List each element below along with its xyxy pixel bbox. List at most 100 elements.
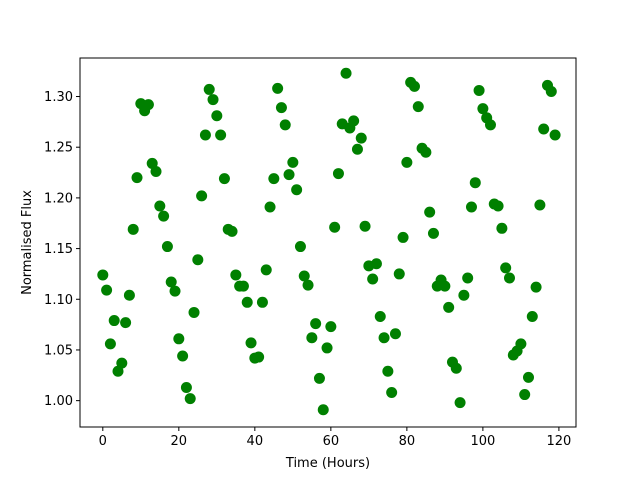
point xyxy=(169,285,181,297)
point xyxy=(374,311,386,323)
point xyxy=(503,272,515,284)
point xyxy=(196,190,208,202)
point xyxy=(477,103,489,115)
plot-frame xyxy=(79,57,577,428)
point xyxy=(260,264,272,276)
point xyxy=(127,223,139,235)
point xyxy=(203,83,215,95)
point xyxy=(515,338,527,350)
y-tick-label: 1.15 xyxy=(44,242,73,257)
point xyxy=(526,311,538,323)
x-tick-label: 40 xyxy=(247,434,264,449)
point xyxy=(397,231,409,243)
y-tick-label: 1.05 xyxy=(44,343,73,358)
point xyxy=(496,222,508,234)
point xyxy=(264,201,276,213)
point xyxy=(101,284,113,296)
point xyxy=(469,177,481,189)
point xyxy=(131,172,143,184)
point xyxy=(500,262,512,274)
point xyxy=(439,280,451,292)
point xyxy=(241,296,253,308)
point xyxy=(458,289,470,301)
x-tick-label: 100 xyxy=(470,434,495,449)
x-tick-label: 20 xyxy=(171,434,188,449)
point xyxy=(211,110,223,122)
point xyxy=(340,67,352,79)
point xyxy=(268,173,280,185)
point xyxy=(226,225,238,237)
point xyxy=(325,321,337,333)
point xyxy=(275,102,287,114)
point xyxy=(237,280,249,292)
point xyxy=(230,269,242,281)
point xyxy=(161,241,173,253)
point xyxy=(298,270,310,282)
point xyxy=(492,200,504,212)
point xyxy=(108,315,120,327)
point xyxy=(218,173,230,185)
point xyxy=(313,372,325,384)
point xyxy=(549,129,561,141)
point xyxy=(545,85,557,97)
point xyxy=(450,362,462,374)
x-tick-label: 80 xyxy=(399,434,416,449)
point xyxy=(332,168,344,180)
point xyxy=(184,393,196,405)
point xyxy=(401,156,413,168)
point xyxy=(310,318,322,330)
point xyxy=(294,241,306,253)
y-tick-label: 1.00 xyxy=(44,394,73,409)
point xyxy=(142,99,154,111)
point xyxy=(199,129,211,141)
point xyxy=(443,301,455,313)
point xyxy=(165,276,177,288)
point xyxy=(321,342,333,354)
point xyxy=(279,119,291,131)
point xyxy=(104,338,116,350)
point xyxy=(484,119,496,131)
point xyxy=(291,184,303,196)
point xyxy=(253,351,265,363)
point xyxy=(317,404,329,416)
point xyxy=(215,129,227,141)
point xyxy=(154,200,166,212)
point xyxy=(420,146,432,158)
point xyxy=(97,269,109,281)
point xyxy=(272,82,284,94)
x-axis-label: Time (Hours) xyxy=(285,456,370,471)
y-tick-label: 1.25 xyxy=(44,141,73,156)
point xyxy=(412,101,424,113)
y-tick-label: 1.30 xyxy=(44,90,73,105)
point xyxy=(306,332,318,344)
x-tick-label: 60 xyxy=(323,434,340,449)
point xyxy=(355,132,367,144)
x-tick-label: 120 xyxy=(546,434,571,449)
y-tick-label: 1.20 xyxy=(44,191,73,206)
point xyxy=(173,333,185,345)
point xyxy=(462,272,474,284)
x-tick-label: 0 xyxy=(99,434,107,449)
point xyxy=(519,389,531,401)
point xyxy=(302,279,314,291)
point xyxy=(382,365,394,377)
point xyxy=(530,281,542,293)
point xyxy=(180,381,192,393)
point xyxy=(386,387,398,399)
point xyxy=(188,306,200,318)
point xyxy=(283,169,295,181)
point xyxy=(351,143,363,155)
point xyxy=(207,94,219,106)
point xyxy=(256,296,268,308)
point xyxy=(378,332,390,344)
point xyxy=(427,227,439,239)
point xyxy=(454,397,466,409)
point xyxy=(150,166,162,178)
point xyxy=(408,80,420,92)
point xyxy=(287,156,299,168)
point xyxy=(348,115,360,127)
point xyxy=(359,220,371,232)
point xyxy=(465,201,477,213)
point xyxy=(522,371,534,383)
